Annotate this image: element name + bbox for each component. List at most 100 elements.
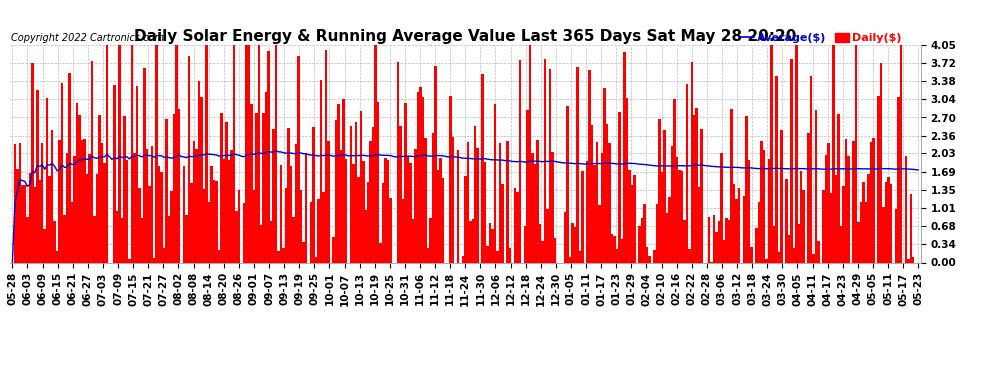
Bar (233, 45, 235, 262)
Bar (847, 156, 849, 262)
Bar (813, 254, 815, 262)
Bar (165, 119, 168, 262)
Bar (58, 140, 61, 262)
Bar (900, 45, 902, 262)
Bar (262, 112, 265, 262)
Bar (573, 227, 576, 262)
Bar (840, 226, 842, 262)
Bar (168, 216, 170, 262)
Bar (777, 252, 780, 262)
Bar (593, 165, 596, 262)
Bar (26, 217, 29, 262)
Bar (877, 96, 880, 262)
Bar (96, 174, 98, 262)
Bar (517, 192, 519, 262)
Bar (818, 241, 820, 262)
Bar (78, 115, 81, 262)
Bar (213, 180, 215, 262)
Bar (621, 239, 624, 262)
Bar (49, 176, 50, 262)
Bar (417, 92, 419, 262)
Bar (260, 225, 262, 262)
Bar (489, 224, 491, 262)
Bar (170, 191, 173, 262)
Bar (24, 185, 26, 262)
Bar (327, 141, 330, 262)
Bar (83, 139, 86, 262)
Bar (290, 166, 292, 262)
Bar (542, 241, 544, 262)
Bar (338, 104, 340, 262)
Bar (357, 177, 359, 262)
Bar (71, 202, 73, 262)
Bar (53, 221, 56, 262)
Bar (280, 165, 282, 262)
Bar (440, 158, 442, 262)
Bar (546, 209, 548, 262)
Bar (322, 192, 325, 262)
Bar (19, 143, 21, 262)
Bar (98, 115, 101, 262)
Bar (611, 234, 614, 262)
Bar (282, 248, 285, 262)
Bar (563, 212, 566, 262)
Bar (315, 257, 317, 262)
Bar (56, 251, 58, 262)
Bar (553, 238, 556, 262)
Bar (362, 161, 364, 262)
Bar (588, 70, 591, 262)
Bar (126, 160, 128, 262)
Bar (775, 76, 777, 262)
Bar (660, 172, 663, 262)
Bar (644, 204, 645, 262)
Bar (767, 159, 770, 262)
Bar (793, 248, 795, 262)
Bar (193, 141, 195, 262)
Bar (377, 102, 379, 262)
Bar (66, 153, 68, 262)
Bar (285, 188, 287, 262)
Bar (88, 154, 91, 262)
Bar (844, 140, 847, 262)
Bar (524, 226, 527, 262)
Bar (238, 190, 241, 262)
Bar (146, 149, 148, 262)
Bar (663, 130, 665, 262)
Bar (698, 186, 701, 262)
Bar (869, 141, 872, 262)
Bar (205, 45, 208, 262)
Bar (175, 45, 178, 262)
Bar (36, 90, 39, 262)
Bar (404, 104, 407, 262)
Bar (61, 82, 63, 262)
Bar (785, 179, 788, 262)
Bar (16, 169, 19, 262)
Bar (800, 171, 803, 262)
Bar (200, 97, 203, 262)
Bar (208, 202, 210, 262)
Bar (379, 243, 382, 262)
Bar (568, 256, 571, 262)
Bar (252, 190, 255, 262)
Bar (815, 110, 818, 262)
Bar (685, 84, 688, 262)
Bar (496, 251, 499, 262)
Bar (210, 165, 213, 262)
Bar (367, 182, 369, 262)
Bar (183, 166, 185, 262)
Bar (864, 202, 867, 262)
Bar (645, 247, 648, 262)
Bar (626, 98, 629, 262)
Bar (374, 45, 377, 262)
Bar (509, 249, 512, 262)
Bar (519, 60, 522, 262)
Bar (790, 59, 793, 262)
Bar (619, 111, 621, 262)
Bar (148, 186, 150, 262)
Bar (750, 247, 752, 262)
Bar (857, 222, 859, 262)
Bar (772, 226, 775, 262)
Bar (723, 240, 726, 262)
Bar (372, 127, 374, 262)
Bar (668, 197, 670, 262)
